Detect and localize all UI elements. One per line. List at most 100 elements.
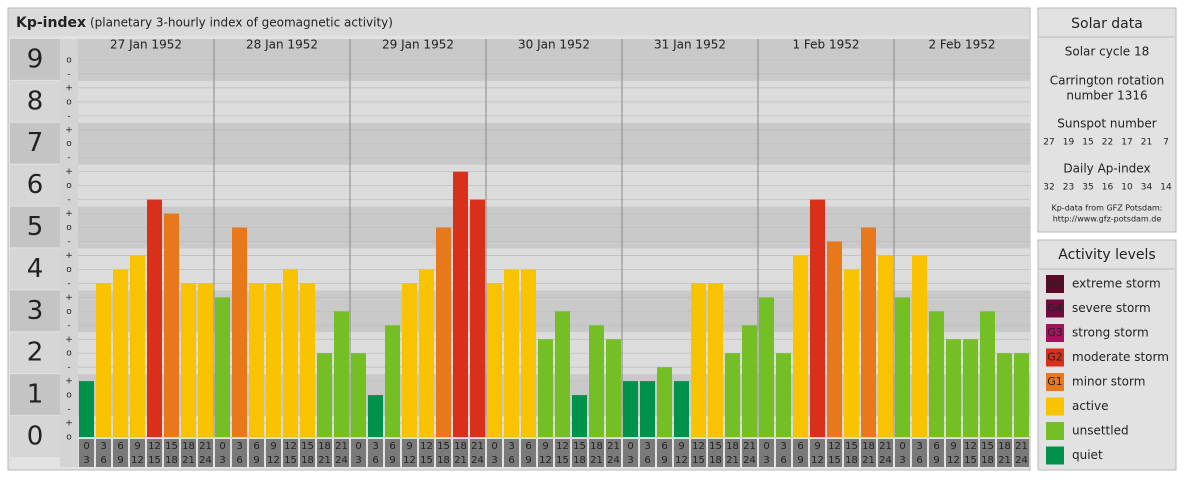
- interval-end: 15: [148, 455, 161, 466]
- interval-end: 18: [573, 455, 586, 466]
- subtitle: (planetary 3-hourly index of geomagnetic…: [90, 16, 393, 30]
- bar: [725, 353, 740, 437]
- interval-start: 18: [590, 441, 603, 452]
- legend-badge: G4: [1047, 302, 1063, 315]
- interval-start: 15: [981, 441, 994, 452]
- interval-box: [946, 439, 961, 467]
- ap-number: 10: [1121, 183, 1133, 193]
- interval-box: [776, 439, 791, 467]
- interval-start: 0: [899, 441, 905, 452]
- interval-box: [827, 439, 842, 467]
- y-tick-label: 6: [27, 170, 44, 200]
- interval-box: [844, 439, 859, 467]
- y-tick-label: 0: [27, 422, 44, 452]
- interval-box: [300, 439, 315, 467]
- interval-start: 21: [1015, 441, 1028, 452]
- interval-box: [317, 439, 332, 467]
- legend-badge: G1: [1047, 375, 1063, 388]
- minor-tick-label: o: [66, 139, 72, 149]
- interval-box: [691, 439, 706, 467]
- interval-start: 18: [182, 441, 195, 452]
- interval-box: [385, 439, 400, 467]
- bar: [827, 241, 842, 437]
- legend-swatch: [1046, 446, 1064, 465]
- interval-start: 12: [828, 441, 841, 452]
- minor-col: [60, 39, 78, 467]
- sunspot-number: 15: [1082, 138, 1093, 148]
- y-tick-label: 9: [27, 44, 44, 74]
- ap-number: 14: [1160, 183, 1172, 193]
- bar: [96, 283, 111, 437]
- interval-end: 12: [267, 455, 280, 466]
- interval-start: 15: [165, 441, 178, 452]
- interval-start: 18: [862, 441, 875, 452]
- bar: [1014, 353, 1029, 437]
- interval-end: 6: [916, 455, 922, 466]
- bar: [402, 283, 417, 437]
- interval-end: 21: [454, 455, 467, 466]
- bar: [776, 353, 791, 437]
- interval-start: 0: [763, 441, 769, 452]
- bar: [385, 325, 400, 437]
- solar-cycle: Solar cycle 18: [1065, 45, 1150, 59]
- day-label: 30 Jan 1952: [518, 38, 590, 52]
- interval-box: [708, 439, 723, 467]
- bar: [640, 381, 655, 437]
- interval-end: 3: [491, 455, 497, 466]
- interval-end: 18: [981, 455, 994, 466]
- interval-end: 12: [811, 455, 824, 466]
- minor-tick-label: +: [65, 167, 73, 177]
- label-box: [10, 248, 60, 290]
- interval-end: 12: [947, 455, 960, 466]
- bar: [198, 283, 213, 437]
- interval-start: 15: [301, 441, 314, 452]
- source: http://www.gfz-potsdam.de: [1053, 215, 1162, 224]
- bar: [555, 311, 570, 437]
- legend-label: severe storm: [1072, 301, 1151, 315]
- interval-end: 18: [709, 455, 722, 466]
- interval-box: [232, 439, 247, 467]
- y-tick-label: 1: [27, 380, 44, 410]
- interval-start: 12: [420, 441, 433, 452]
- interval-end: 24: [743, 455, 756, 466]
- label-box: [10, 332, 60, 374]
- interval-start: 9: [678, 441, 684, 452]
- interval-end: 9: [661, 455, 667, 466]
- interval-end: 18: [165, 455, 178, 466]
- interval-start: 12: [964, 441, 977, 452]
- interval-end: 9: [253, 455, 259, 466]
- minor-tick-label: -: [67, 405, 70, 415]
- interval-start: 18: [726, 441, 739, 452]
- bar: [283, 269, 298, 437]
- ap-title: Daily Ap-index: [1063, 162, 1150, 176]
- interval-box: [249, 439, 264, 467]
- interval-end: 21: [726, 455, 739, 466]
- interval-start: 15: [573, 441, 586, 452]
- interval-box: [623, 439, 638, 467]
- interval-box: [555, 439, 570, 467]
- minor-tick-label: o: [66, 181, 72, 191]
- bar: [470, 199, 485, 437]
- interval-end: 3: [627, 455, 633, 466]
- interval-box: [164, 439, 179, 467]
- interval-start: 21: [879, 441, 892, 452]
- legend-swatch: [1046, 373, 1064, 391]
- interval-start: 9: [134, 441, 140, 452]
- interval-end: 3: [355, 455, 361, 466]
- interval-start: 12: [148, 441, 161, 452]
- interval-end: 15: [828, 455, 841, 466]
- interval-end: 21: [998, 455, 1011, 466]
- bar: [589, 325, 604, 437]
- legend-swatch: [1046, 422, 1064, 440]
- interval-start: 18: [454, 441, 467, 452]
- bar: [334, 311, 349, 437]
- interval-box: [725, 439, 740, 467]
- interval-end: 6: [508, 455, 514, 466]
- minor-tick-label: +: [65, 209, 73, 219]
- interval-box: [436, 439, 451, 467]
- interval-box: [929, 439, 944, 467]
- interval-end: 21: [182, 455, 195, 466]
- legend-swatch: [1046, 397, 1064, 416]
- interval-box: [402, 439, 417, 467]
- interval-box: [419, 439, 434, 467]
